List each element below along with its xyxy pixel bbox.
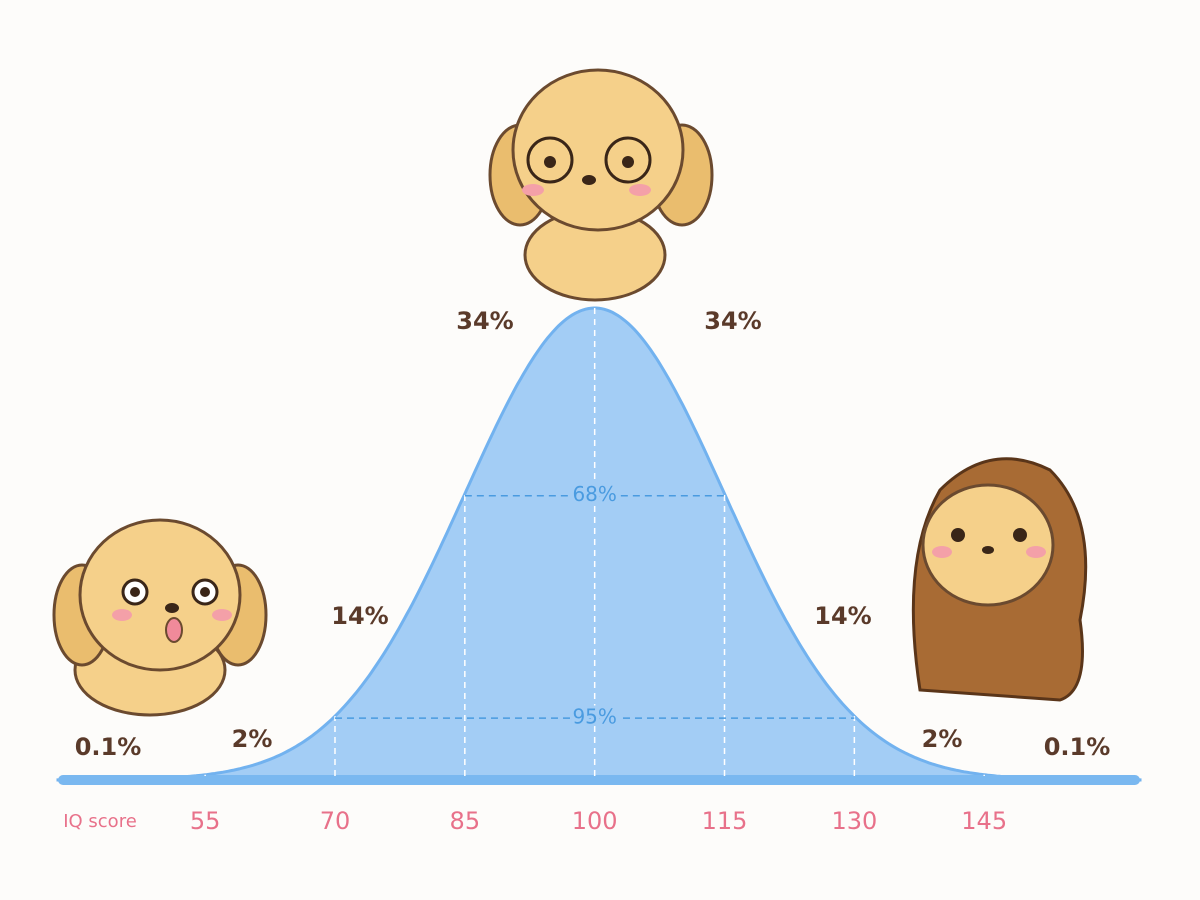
- segment-label: 0.1%: [1044, 733, 1111, 761]
- interval-label: 68%: [572, 482, 616, 506]
- segment-label: 34%: [704, 307, 761, 335]
- baseline: [58, 775, 1140, 785]
- dog-right: [911, 457, 1088, 702]
- dog-top: [488, 68, 714, 302]
- segment-label: 2%: [232, 725, 273, 753]
- x-tick-label: 100: [572, 807, 618, 835]
- segment-label: 0.1%: [75, 733, 142, 761]
- x-tick-label: 85: [450, 807, 481, 835]
- bell-curve: [56, 306, 1142, 782]
- plot: 55 70 85 100 115 130 145 68% 95% 0.1% 2% 14% 34% 34% 1…: [56, 306, 1142, 835]
- x-tick-label: 130: [831, 807, 877, 835]
- segment-label: 34%: [456, 307, 513, 335]
- x-tick-label: 55: [190, 807, 221, 835]
- interval-label: 95%: [572, 705, 616, 729]
- segment-label: 14%: [814, 602, 871, 630]
- x-tick-label: 145: [961, 807, 1007, 835]
- x-tick-label: 115: [702, 807, 748, 835]
- segment-label: 14%: [331, 602, 388, 630]
- x-tick-label: 70: [320, 807, 351, 835]
- x-axis-label: IQ score: [63, 811, 137, 832]
- segment-label: 2%: [922, 725, 963, 753]
- dog-left: [52, 518, 268, 717]
